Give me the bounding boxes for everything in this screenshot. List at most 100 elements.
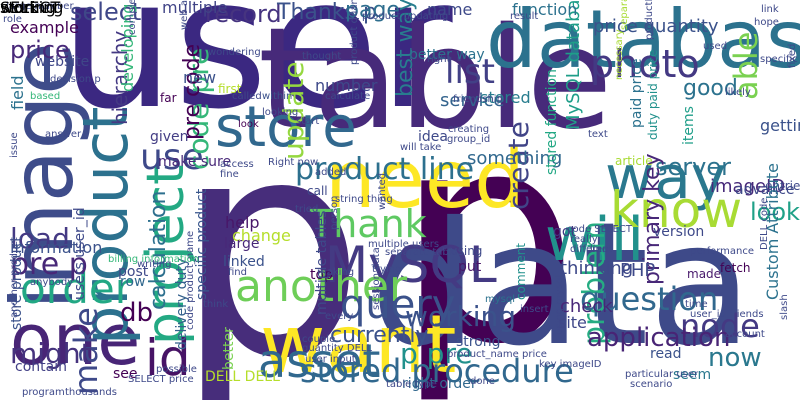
word-stored: stored — [480, 88, 531, 107]
word-dell-dell: DELL DELL — [205, 369, 280, 385]
word-got: got — [553, 224, 576, 240]
word-p-large-left: p — [175, 75, 366, 400]
word-specific-product: specific product — [194, 188, 210, 300]
word-string: string — [335, 194, 364, 205]
word-think: think — [203, 299, 229, 310]
word-first: first — [218, 82, 242, 96]
word-wondering: wondering — [208, 47, 261, 58]
word-look: look — [750, 198, 800, 226]
word-quantity-dell: quantity DELL — [302, 343, 373, 354]
word-separate-page: separate page — [619, 0, 630, 30]
word-given: given — [150, 129, 189, 145]
word-likely: likely — [725, 87, 751, 98]
word-php: PHP — [620, 260, 656, 281]
word-different: different — [570, 244, 613, 255]
word-complex-join: complex join — [127, 0, 138, 35]
word-list: list — [445, 52, 495, 92]
word-program: program — [22, 387, 65, 398]
word-might: might — [10, 337, 92, 370]
word-field: field — [8, 75, 27, 110]
word-working: working — [405, 300, 517, 333]
word-getting: getting — [760, 116, 800, 135]
word-paid-price: paid price — [629, 58, 645, 128]
word-want: want — [260, 298, 457, 391]
word-contain: contain — [15, 359, 67, 375]
word-fetch: fetch — [720, 261, 751, 275]
word-billing-information: billing information — [108, 254, 200, 265]
word-imageid: imageID — [710, 176, 786, 197]
word-dell-code: DELL code — [759, 197, 770, 250]
word-issue: issue — [9, 132, 20, 158]
word-creating: creating — [448, 124, 490, 135]
word-change: change — [232, 226, 291, 245]
word-service: service — [440, 90, 505, 111]
word-check: check — [560, 296, 613, 317]
word-p-pre: p pre — [400, 337, 473, 370]
word-multiple-tables: multiple tables — [314, 210, 330, 315]
word-pre-p: pre p — [10, 247, 88, 282]
word-multiple-users: multiple users — [368, 239, 440, 250]
word-stored-procedure: stored procedure — [300, 352, 574, 390]
word-website: website — [35, 54, 90, 70]
word-product-updating: product updating — [362, 11, 449, 22]
word-product-name-price: product_name price — [447, 349, 547, 360]
word-start: start — [296, 116, 320, 127]
word-version: version — [653, 224, 705, 240]
word-separate-table: separate table — [385, 247, 458, 258]
word-something: something — [467, 148, 563, 169]
word-will: will — [545, 205, 645, 275]
word-slash: slash — [779, 294, 790, 320]
word-another-product: another product — [9, 237, 20, 318]
word-working-small: working — [0, 0, 64, 17]
word-name: name — [427, 0, 473, 19]
word-article: article — [615, 154, 653, 168]
word-new: new — [183, 68, 217, 87]
word-session-data: session data — [371, 247, 382, 310]
word-account: account — [725, 329, 765, 340]
word-performance: performance — [690, 246, 755, 257]
word-database: database — [486, 0, 800, 86]
word-group-id: group_id — [447, 134, 491, 145]
word-mysql-database: MySQL database — [563, 0, 584, 130]
word-friendship: friendship — [453, 94, 503, 105]
word-seem: seem — [673, 367, 712, 383]
word-wanted: wanted — [377, 172, 388, 210]
word-within: within — [262, 91, 293, 102]
word-added: added — [315, 167, 347, 178]
word-stored-function: stored function — [544, 69, 560, 175]
word-number: number — [315, 76, 378, 95]
word-advance: advance — [735, 182, 795, 198]
word-calculation: calculation — [146, 190, 171, 310]
word-text: text — [588, 129, 608, 140]
word-linked: linked — [223, 254, 265, 270]
word-currently: currently — [330, 323, 429, 348]
word-necessary: necessary — [614, 29, 625, 80]
word-row: row — [120, 274, 146, 290]
word-right-now: Right now — [268, 157, 319, 168]
word-line: line — [590, 244, 609, 255]
word-calculate: calculate — [325, 91, 371, 102]
word-productid: productID — [644, 0, 655, 40]
word-one: one — [10, 299, 141, 381]
word-example: example — [10, 18, 79, 37]
word-made: made — [687, 267, 722, 281]
word-mysql-small: mysql — [485, 294, 515, 305]
word-table: table — [258, 0, 613, 161]
word-order: order — [20, 264, 132, 313]
word-code-product-name: code product_name — [185, 230, 196, 330]
word-product-quantity: product quantity — [349, 0, 360, 65]
word-comment: comment — [514, 242, 528, 300]
word-idea: idea — [418, 129, 448, 145]
word-user-input: user input — [305, 354, 356, 365]
word-far: far — [160, 91, 177, 105]
word-code-select: code SELECT — [567, 224, 632, 235]
word-site: site — [558, 313, 587, 332]
word-web-application: web application — [179, 0, 190, 30]
word-price: price — [10, 36, 70, 64]
word-thousands: thousands — [65, 387, 117, 398]
word-writing: writing — [137, 259, 172, 270]
word-select-small: SELECT — [0, 0, 61, 17]
word-based: based — [30, 91, 61, 102]
word-person: person — [329, 195, 340, 230]
